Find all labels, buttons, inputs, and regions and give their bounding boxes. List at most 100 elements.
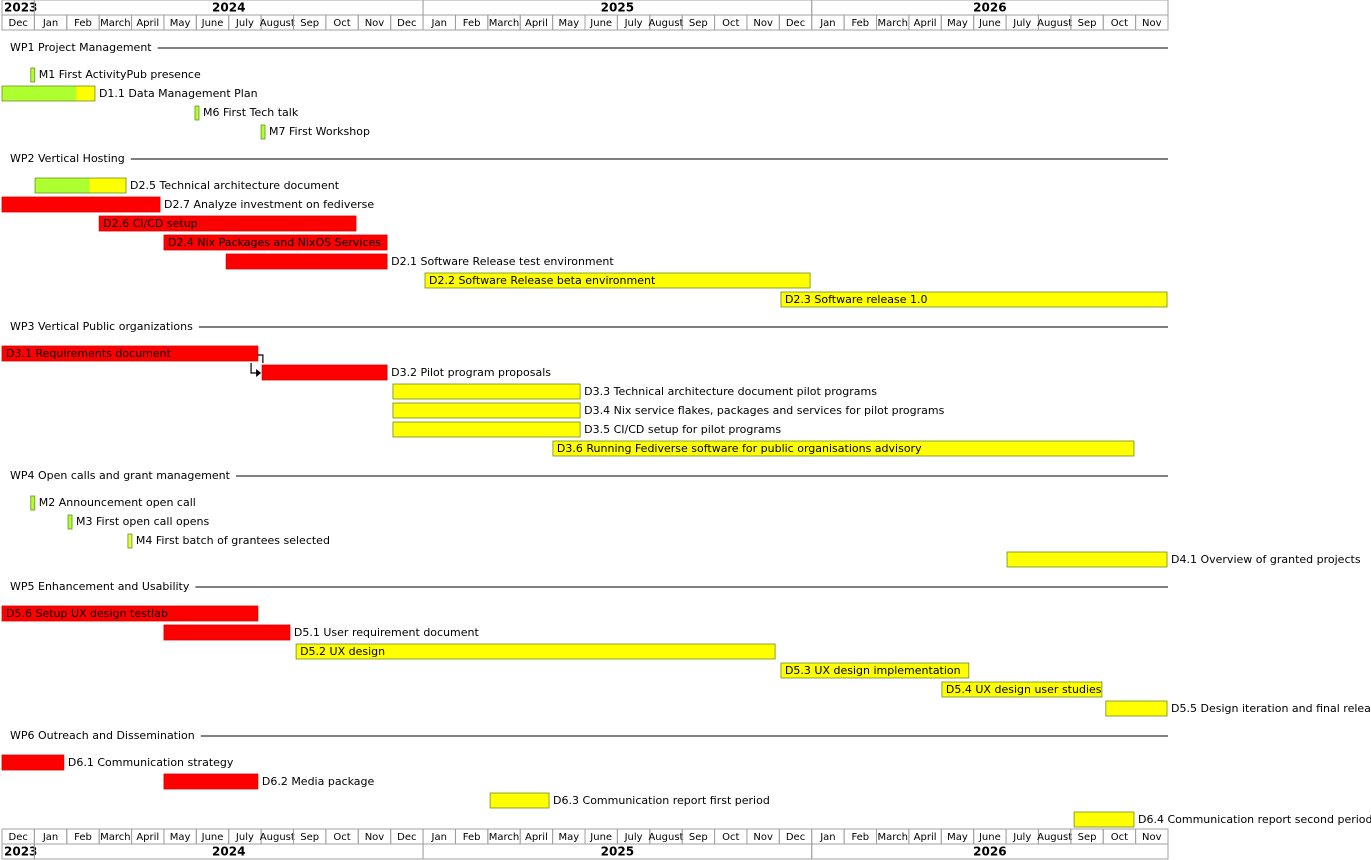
month-label: March — [877, 18, 907, 29]
year-label: 2026 — [973, 1, 1006, 15]
task-progress — [2, 86, 77, 101]
task-bar — [295, 643, 776, 660]
task-bar — [1, 196, 161, 213]
month-label: April — [525, 832, 548, 843]
task-label: D3.2 Pilot program proposals — [391, 366, 551, 379]
month-label: Oct — [1111, 18, 1128, 29]
month-label: Nov — [365, 18, 385, 29]
month-label: Jan — [819, 18, 835, 29]
month-label: May — [558, 832, 579, 843]
month-label: Dec — [397, 832, 416, 843]
month-label: August — [260, 832, 295, 843]
group-title: WP2 Vertical Hosting — [10, 152, 125, 165]
milestone — [260, 124, 266, 140]
month-label: Sep — [1078, 832, 1097, 843]
month-label: Sep — [689, 18, 708, 29]
month-label: July — [624, 832, 643, 843]
task-label: D1.1 Data Management Plan — [99, 87, 258, 100]
month-label: May — [947, 832, 968, 843]
task-label: M4 First batch of grantees selected — [136, 534, 330, 547]
month-label: Oct — [333, 18, 350, 29]
month-label: July — [235, 832, 254, 843]
month-label: Feb — [463, 832, 481, 843]
arrow-head — [256, 369, 262, 377]
month-label: Nov — [753, 18, 773, 29]
year-label: 2025 — [601, 845, 634, 859]
month-label: June — [978, 832, 1001, 843]
month-label: March — [100, 18, 130, 29]
month-label: June — [978, 18, 1001, 29]
year-label: 2023 — [4, 1, 37, 15]
month-label: April — [136, 832, 159, 843]
month-label: Oct — [722, 18, 739, 29]
year-label: 2024 — [212, 845, 245, 859]
task-label: D5.5 Design iteration and final release — [1171, 702, 1371, 715]
task-bar — [1, 345, 259, 362]
task-label: D2.4 Nix Packages and NixOS Services — [168, 236, 381, 249]
task-bar — [1073, 811, 1135, 828]
milestone — [127, 533, 133, 549]
task-bar — [1, 605, 259, 622]
task-label: M2 Announcement open call — [39, 496, 196, 509]
month-label: Feb — [851, 832, 869, 843]
month-label: Nov — [365, 832, 385, 843]
month-label: June — [201, 832, 224, 843]
year-label: 2026 — [973, 845, 1006, 859]
task-label: M7 First Workshop — [269, 125, 370, 138]
task-label: D4.1 Overview of granted projects — [1171, 553, 1361, 566]
task-label: D3.3 Technical architecture document pil… — [584, 385, 877, 398]
task-progress — [35, 178, 90, 193]
task-bar — [1, 754, 65, 771]
task-label: D2.7 Analyze investment on fediverse — [164, 198, 374, 211]
task-label: D5.4 UX design user studies — [946, 683, 1102, 696]
month-label: July — [1012, 18, 1031, 29]
month-label: July — [1012, 832, 1031, 843]
task-bar — [163, 624, 291, 641]
group-title: WP5 Enhancement and Usability — [10, 580, 190, 593]
milestone — [67, 514, 73, 530]
month-label: May — [170, 832, 191, 843]
month-label: March — [877, 832, 907, 843]
task-label: M1 First ActivityPub presence — [39, 68, 201, 81]
month-label: April — [914, 18, 937, 29]
year-cell — [811, 0, 1169, 16]
task-label: D5.1 User requirement document — [294, 626, 480, 639]
month-label: May — [558, 18, 579, 29]
task-label: D2.5 Technical architecture document — [130, 179, 340, 192]
month-label: April — [525, 18, 548, 29]
month-label: March — [489, 832, 519, 843]
month-label: August — [1037, 832, 1072, 843]
task-label: M3 First open call opens — [76, 515, 209, 528]
task-label: M6 First Tech talk — [203, 106, 299, 119]
task-label: D3.6 Running Fediverse software for publ… — [557, 442, 922, 455]
task-bar — [261, 364, 388, 381]
month-label: March — [100, 832, 130, 843]
month-label: Nov — [1142, 18, 1162, 29]
month-label: May — [170, 18, 191, 29]
group-title: WP1 Project Management — [10, 41, 152, 54]
month-label: Jan — [42, 832, 58, 843]
task-label: D5.6 Setup UX design testlab — [6, 607, 168, 620]
month-label: Sep — [300, 832, 319, 843]
month-label: June — [589, 18, 612, 29]
month-label: Feb — [74, 18, 92, 29]
task-label: D6.2 Media package — [262, 775, 375, 788]
task-label: D6.4 Communication report second period — [1138, 813, 1371, 826]
month-label: Feb — [463, 18, 481, 29]
month-label: Dec — [9, 18, 28, 29]
year-label: 2024 — [212, 1, 245, 15]
month-label: Nov — [1142, 832, 1162, 843]
month-label: Dec — [397, 18, 416, 29]
month-label: August — [1037, 18, 1072, 29]
year-label: 2025 — [601, 1, 634, 15]
task-label: D6.3 Communication report first period — [553, 794, 770, 807]
milestone — [30, 495, 36, 511]
task-label: D2.1 Software Release test environment — [391, 255, 614, 268]
task-bar — [552, 440, 1135, 457]
task-bar — [1105, 700, 1168, 717]
month-label: July — [624, 18, 643, 29]
task-label: D2.2 Software Release beta environment — [429, 274, 656, 287]
task-label: D5.3 UX design implementation — [785, 664, 961, 677]
month-label: Feb — [74, 832, 92, 843]
